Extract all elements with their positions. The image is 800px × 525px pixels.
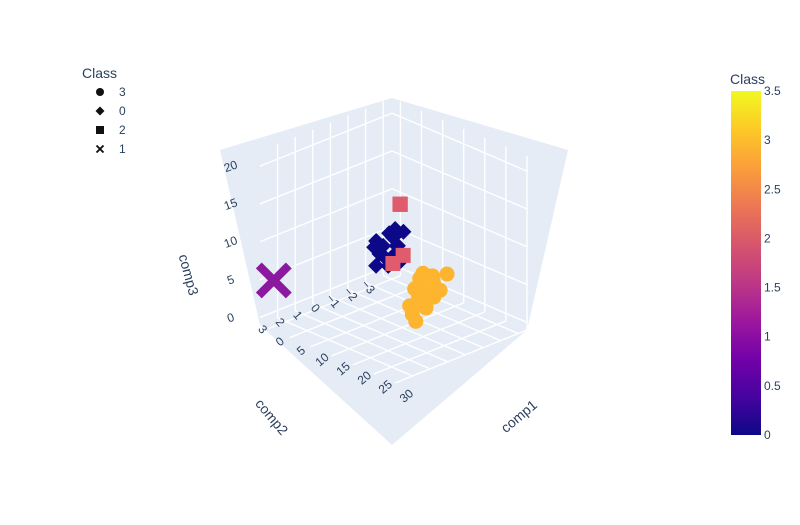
scene-panes: [220, 98, 568, 445]
data-point-class-3: [418, 300, 434, 316]
gridline-z-right: [391, 225, 528, 286]
data-point-class-2: [385, 255, 401, 271]
legend-symbol-class-2: [96, 126, 104, 134]
gridline-y-floor: [382, 274, 519, 335]
colorbar-title: Class: [730, 71, 765, 87]
data-point-class-3: [408, 313, 424, 329]
legend-label-class-3: 3: [119, 85, 126, 99]
gridline-x-floor: [352, 311, 486, 366]
gridline-x-floor: [268, 274, 401, 330]
data-point-class-0: [395, 223, 412, 240]
legend-label-class-1: 1: [119, 142, 126, 156]
colorbar: Class 0 0.5 1 1.5 2 2.5 3 3.5: [730, 71, 781, 442]
data-point-class-1: [255, 262, 292, 299]
gridline-y-floor: [365, 281, 501, 342]
gridline-z-right: [391, 188, 528, 248]
gridline-z-left: [259, 112, 393, 167]
colorbar-gradient: [731, 91, 761, 435]
gridline-y-floor: [277, 317, 413, 377]
tick-label-z: 20: [222, 157, 240, 175]
gridline-y-floor: [294, 310, 431, 370]
colorbar-tick-label: 2.5: [764, 182, 781, 196]
colorbar-tick-label: 0: [764, 428, 771, 442]
tick-label-z: 5: [225, 272, 236, 288]
axis-title-comp3: comp3: [176, 252, 202, 297]
axis-title-comp1: comp1: [498, 396, 541, 435]
gridline-x-floor: [331, 302, 464, 357]
data-point-class-2: [392, 196, 408, 212]
colorbar-ticks: 0 0.5 1 1.5 2 2.5 3 3.5: [764, 84, 781, 442]
tick-label-z: 15: [222, 195, 240, 213]
gridline-z-right: [391, 150, 528, 210]
colorbar-tick-label: 1: [764, 330, 771, 344]
gridline-z-left: [259, 263, 393, 319]
gridline-z-left: [259, 188, 393, 243]
legend-title: Class: [82, 65, 117, 81]
data-markers: [255, 196, 455, 329]
tick-label-z: 0: [225, 310, 236, 326]
tick-label-z: 10: [222, 233, 240, 251]
colorbar-tick-label: 1.5: [764, 281, 781, 295]
legend-label-class-0: 0: [119, 104, 126, 118]
colorbar-tick-label: 3.5: [764, 84, 781, 98]
data-point-class-3: [439, 266, 455, 282]
gridline-y-floor: [312, 303, 449, 363]
gridline-z-right: [391, 112, 528, 172]
gridline-z-left: [259, 150, 393, 205]
legend-label-class-2: 2: [119, 123, 126, 137]
axis-title-comp2: comp2: [252, 396, 291, 439]
legend: Class 3 0 2 1: [82, 65, 126, 156]
gridline-y-floor: [330, 296, 466, 356]
legend-items: 3 0 2 1: [95, 85, 126, 156]
gridline-x-floor: [394, 329, 528, 384]
legend-symbol-class-3: [96, 88, 104, 96]
colorbar-tick-label: 0.5: [764, 379, 781, 393]
colorbar-tick-label: 3: [764, 133, 771, 147]
legend-symbol-class-0: [95, 106, 105, 116]
gridline-x-floor: [289, 284, 422, 339]
data-point-class-0: [368, 257, 385, 274]
legend-symbol-class-1: [95, 144, 105, 154]
gridline-x-floor: [373, 320, 507, 375]
pane-floor: [260, 272, 527, 445]
colorbar-tick-label: 2: [764, 231, 771, 245]
